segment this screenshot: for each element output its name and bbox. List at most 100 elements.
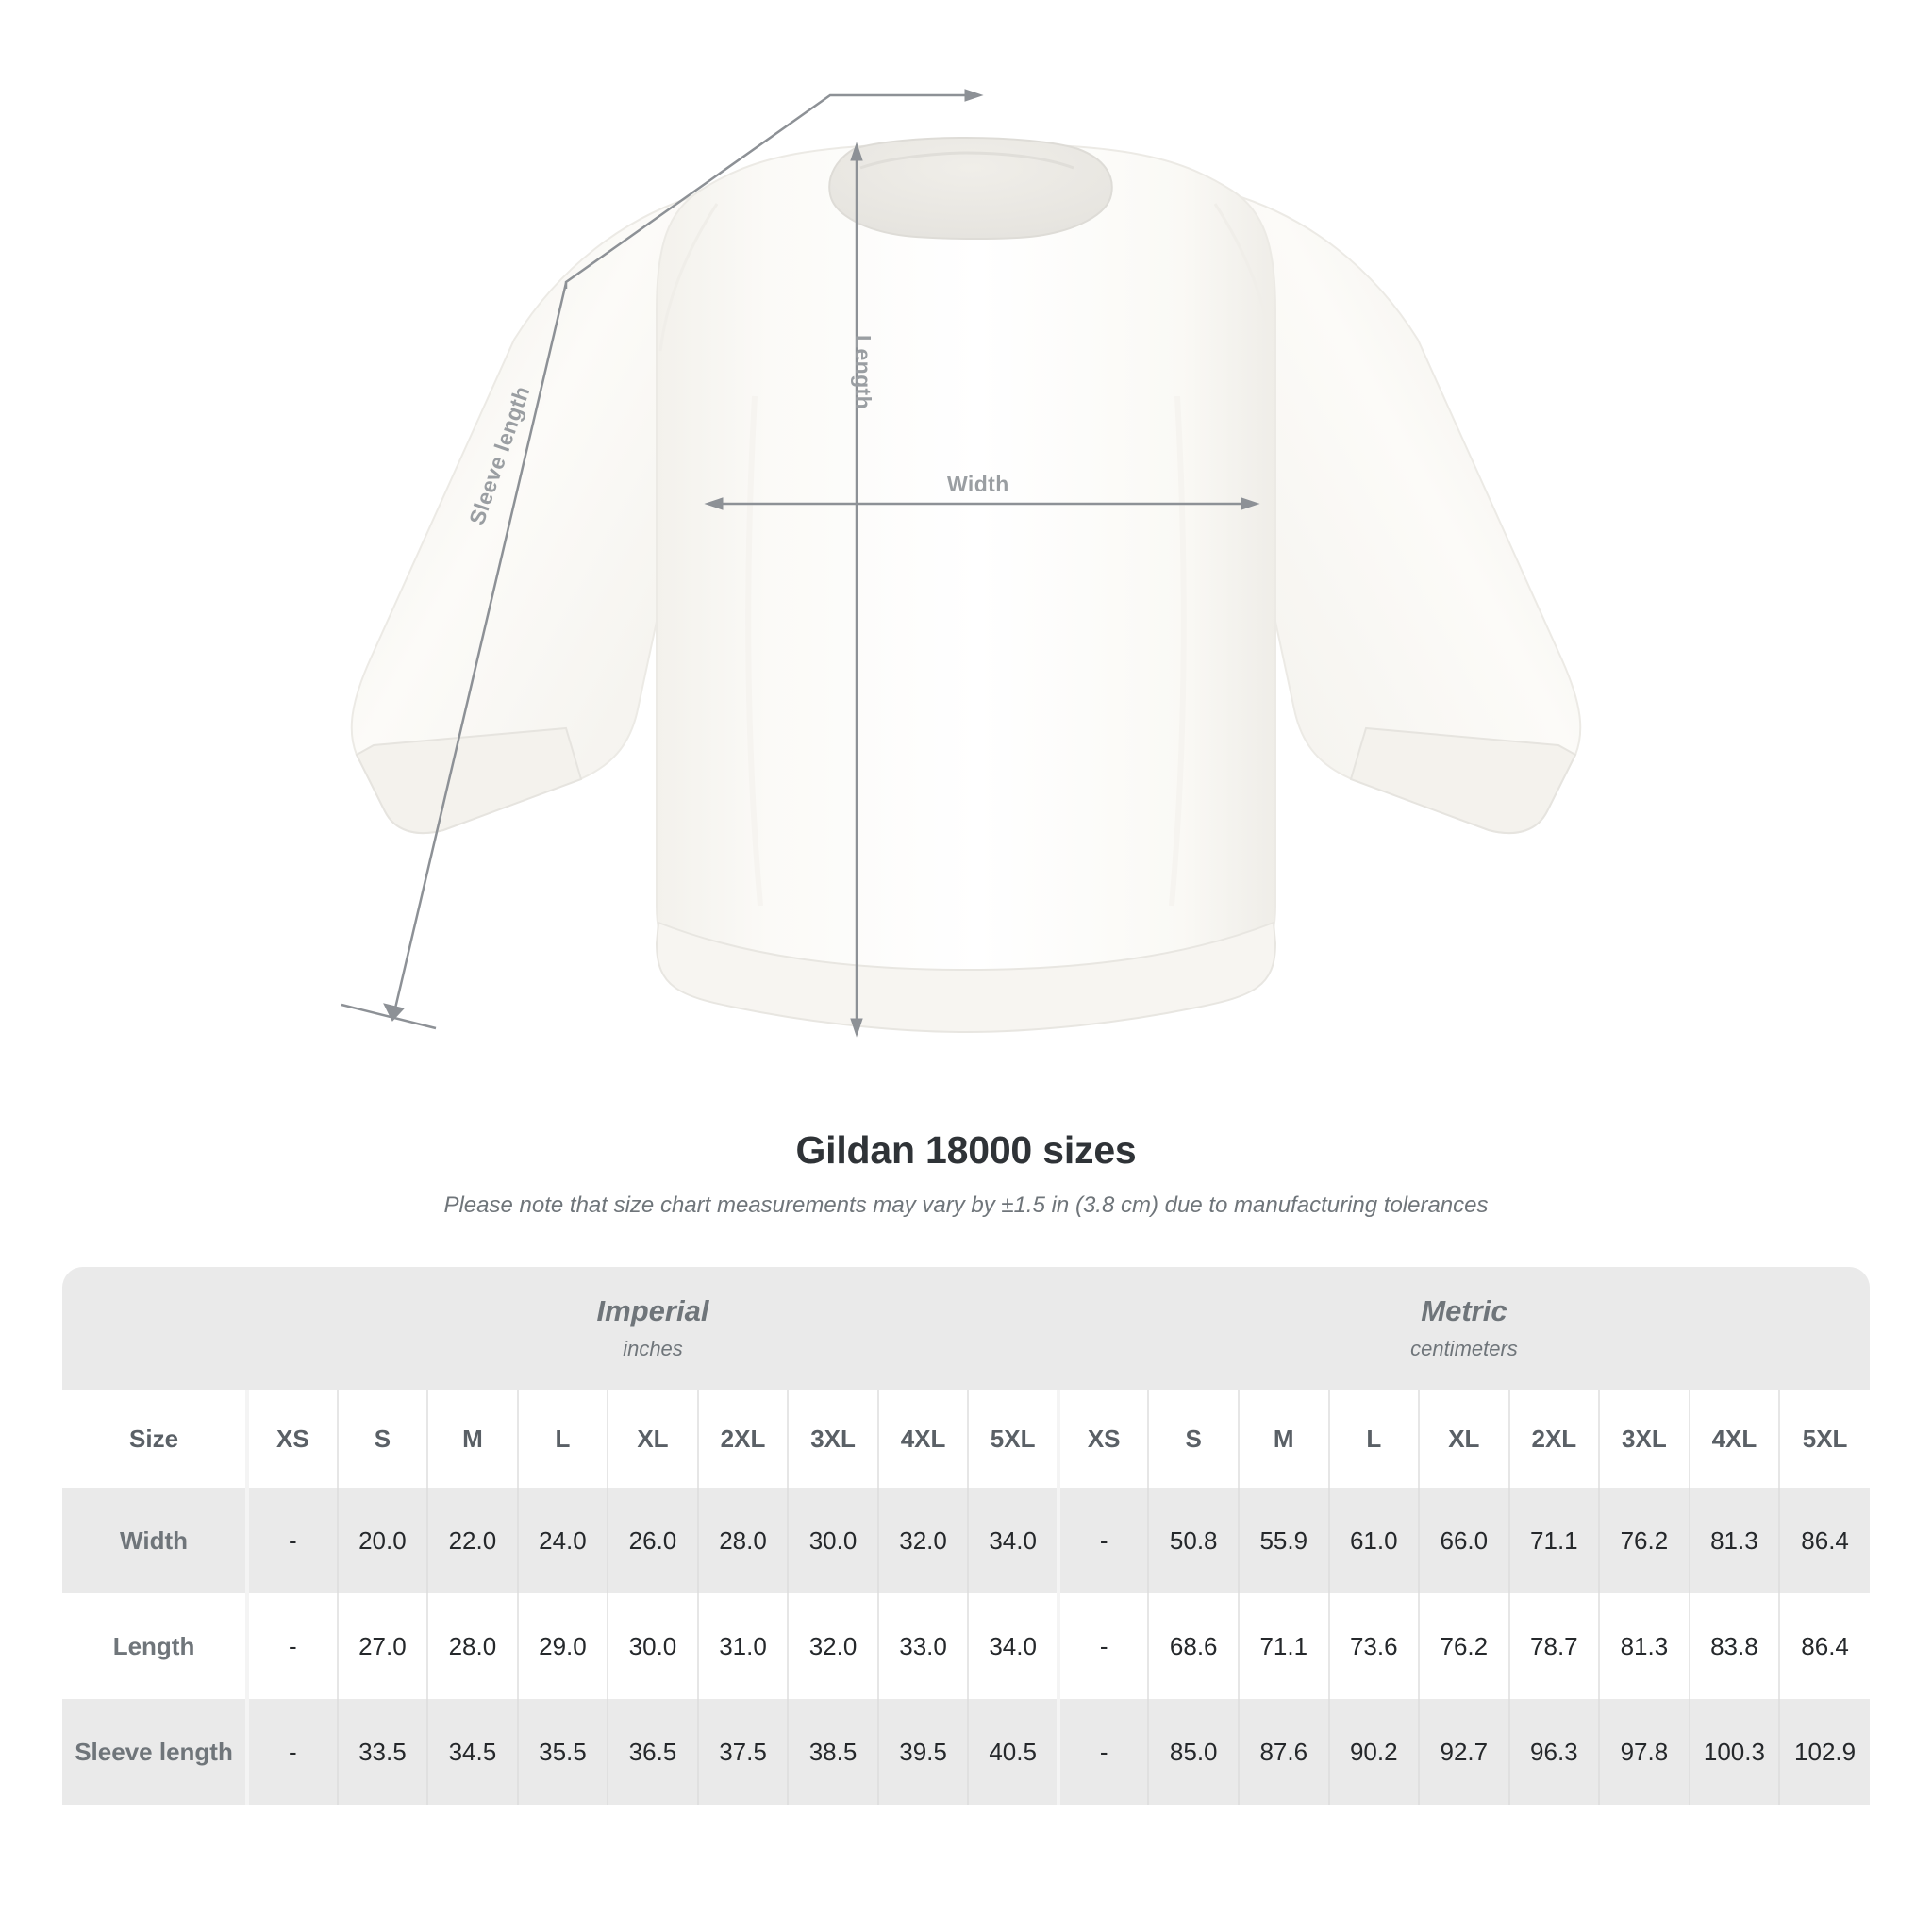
cell-length-metric-xs: -: [1056, 1593, 1149, 1699]
cell-width-imperial-m: 22.0: [426, 1488, 518, 1593]
cell-length-metric-s: 68.6: [1147, 1593, 1239, 1699]
size-header-metric-xl: XL: [1418, 1390, 1509, 1488]
cell-sleeve-imperial-3xl: 38.5: [787, 1699, 878, 1805]
left-shoulder-seam: [658, 203, 719, 352]
size-header-metric-2xl: 2XL: [1507, 1390, 1600, 1488]
size-header-imperial-xs: XS: [245, 1390, 338, 1488]
size-header-imperial-4xl: 4XL: [876, 1390, 969, 1488]
cell-width-imperial-2xl: 28.0: [696, 1488, 789, 1593]
cell-sleeve-metric-xs: -: [1056, 1699, 1149, 1805]
sleeve-length-dimension-line: [341, 89, 984, 1030]
title-block: Gildan 18000 sizes Please note that size…: [0, 1128, 1932, 1219]
unit-header-row: Imperial inches Metric centimeters: [62, 1267, 1870, 1390]
unit-group-metric-sub: centimeters: [1410, 1336, 1518, 1360]
cell-length-imperial-5xl: 34.0: [967, 1593, 1058, 1699]
size-header-imperial-2xl: 2XL: [696, 1390, 789, 1488]
cell-length-metric-4xl: 83.8: [1688, 1593, 1780, 1699]
cell-width-imperial-xl: 26.0: [607, 1488, 698, 1593]
table-row: Width - 20.0 22.0 24.0 26.0 28.0 30.0 32…: [62, 1488, 1870, 1593]
size-header-metric-xs: XS: [1056, 1390, 1149, 1488]
cell-length-metric-2xl: 78.7: [1507, 1593, 1600, 1699]
cell-width-imperial-xs: -: [245, 1488, 338, 1593]
table-row: Sleeve length - 33.5 34.5 35.5 36.5 37.5…: [62, 1699, 1870, 1805]
unit-header-spacer: [62, 1267, 248, 1390]
cell-width-metric-5xl: 86.4: [1778, 1488, 1870, 1593]
cell-sleeve-metric-m: 87.6: [1237, 1699, 1329, 1805]
cell-width-metric-xs: -: [1056, 1488, 1149, 1593]
fold-right: [1169, 395, 1187, 907]
size-chart-table: Imperial inches Metric centimeters Size …: [62, 1267, 1870, 1805]
cell-sleeve-imperial-m: 34.5: [426, 1699, 518, 1805]
cell-width-imperial-l: 24.0: [516, 1488, 608, 1593]
cell-width-metric-m: 55.9: [1237, 1488, 1329, 1593]
right-cuff: [1349, 726, 1577, 835]
size-header-metric-3xl: 3XL: [1598, 1390, 1690, 1488]
length-dimension-line: [850, 142, 863, 1038]
cell-length-metric-m: 71.1: [1237, 1593, 1329, 1699]
cell-width-metric-3xl: 76.2: [1598, 1488, 1690, 1593]
cell-width-metric-xl: 66.0: [1418, 1488, 1509, 1593]
collar-stitch: [859, 151, 1074, 170]
page-subtitle: Please note that size chart measurements…: [443, 1192, 1489, 1218]
cell-length-imperial-3xl: 32.0: [787, 1593, 878, 1699]
size-header-metric-4xl: 4XL: [1688, 1390, 1780, 1488]
size-header-imperial-m: M: [426, 1390, 518, 1488]
unit-group-imperial-name: Imperial: [596, 1294, 709, 1328]
cell-sleeve-metric-xl: 92.7: [1418, 1699, 1509, 1805]
size-header-metric-5xl: 5XL: [1778, 1390, 1870, 1488]
size-header-imperial-5xl: 5XL: [967, 1390, 1058, 1488]
cell-sleeve-metric-2xl: 96.3: [1507, 1699, 1600, 1805]
right-shoulder-seam: [1213, 203, 1274, 352]
row-label-length: Length: [62, 1593, 248, 1699]
size-header-label: Size: [62, 1390, 248, 1488]
cell-sleeve-imperial-4xl: 39.5: [876, 1699, 969, 1805]
right-sleeve: [1228, 192, 1582, 835]
width-annotation-label: Width: [947, 472, 1009, 496]
cell-sleeve-imperial-xs: -: [245, 1699, 338, 1805]
size-header-row: Size XS S M L XL 2XL 3XL 4XL 5XL XS S M …: [62, 1390, 1870, 1488]
cell-sleeve-metric-3xl: 97.8: [1598, 1699, 1690, 1805]
cell-width-metric-s: 50.8: [1147, 1488, 1239, 1593]
fold-left: [745, 395, 763, 907]
cell-sleeve-imperial-s: 33.5: [336, 1699, 428, 1805]
cell-sleeve-imperial-l: 35.5: [516, 1699, 608, 1805]
table-row: Length - 27.0 28.0 29.0 30.0 31.0 32.0 3…: [62, 1593, 1870, 1699]
cell-width-metric-l: 61.0: [1327, 1488, 1420, 1593]
cell-length-imperial-xl: 30.0: [607, 1593, 698, 1699]
cell-sleeve-metric-s: 85.0: [1147, 1699, 1239, 1805]
cell-length-metric-xl: 76.2: [1418, 1593, 1509, 1699]
garment-illustration: Length Width Sleeve length: [341, 89, 1582, 1038]
left-sleeve: [350, 192, 704, 835]
size-header-imperial-xl: XL: [607, 1390, 698, 1488]
row-label-width: Width: [62, 1488, 248, 1593]
unit-group-metric: Metric centimeters: [1058, 1267, 1870, 1390]
sweatshirt-diagram-svg: [341, 89, 1582, 1038]
cell-sleeve-imperial-xl: 36.5: [607, 1699, 698, 1805]
size-header-imperial-l: L: [516, 1390, 608, 1488]
cell-sleeve-metric-4xl: 100.3: [1688, 1699, 1780, 1805]
cell-length-imperial-2xl: 31.0: [696, 1593, 789, 1699]
cell-width-imperial-4xl: 32.0: [876, 1488, 969, 1593]
cell-length-imperial-l: 29.0: [516, 1593, 608, 1699]
cell-sleeve-imperial-5xl: 40.5: [967, 1699, 1058, 1805]
size-header-metric-s: S: [1147, 1390, 1239, 1488]
unit-group-metric-name: Metric: [1421, 1294, 1507, 1328]
cell-width-imperial-3xl: 30.0: [787, 1488, 878, 1593]
cell-length-metric-l: 73.6: [1327, 1593, 1420, 1699]
unit-group-imperial: Imperial inches: [247, 1267, 1058, 1390]
left-cuff: [355, 726, 583, 835]
row-label-sleeve-length: Sleeve length: [62, 1699, 248, 1805]
cell-length-imperial-s: 27.0: [336, 1593, 428, 1699]
cell-length-metric-3xl: 81.3: [1598, 1593, 1690, 1699]
page-title: Gildan 18000 sizes: [795, 1128, 1137, 1172]
width-dimension-line: [704, 497, 1260, 510]
cell-sleeve-metric-5xl: 102.9: [1778, 1699, 1870, 1805]
unit-group-imperial-sub: inches: [623, 1336, 683, 1360]
size-header-imperial-s: S: [336, 1390, 428, 1488]
cell-length-metric-5xl: 86.4: [1778, 1593, 1870, 1699]
cell-sleeve-metric-l: 90.2: [1327, 1699, 1420, 1805]
collar: [828, 136, 1113, 240]
length-annotation-label: Length: [851, 335, 875, 410]
cell-length-imperial-xs: -: [245, 1593, 338, 1699]
cell-width-metric-4xl: 81.3: [1688, 1488, 1780, 1593]
